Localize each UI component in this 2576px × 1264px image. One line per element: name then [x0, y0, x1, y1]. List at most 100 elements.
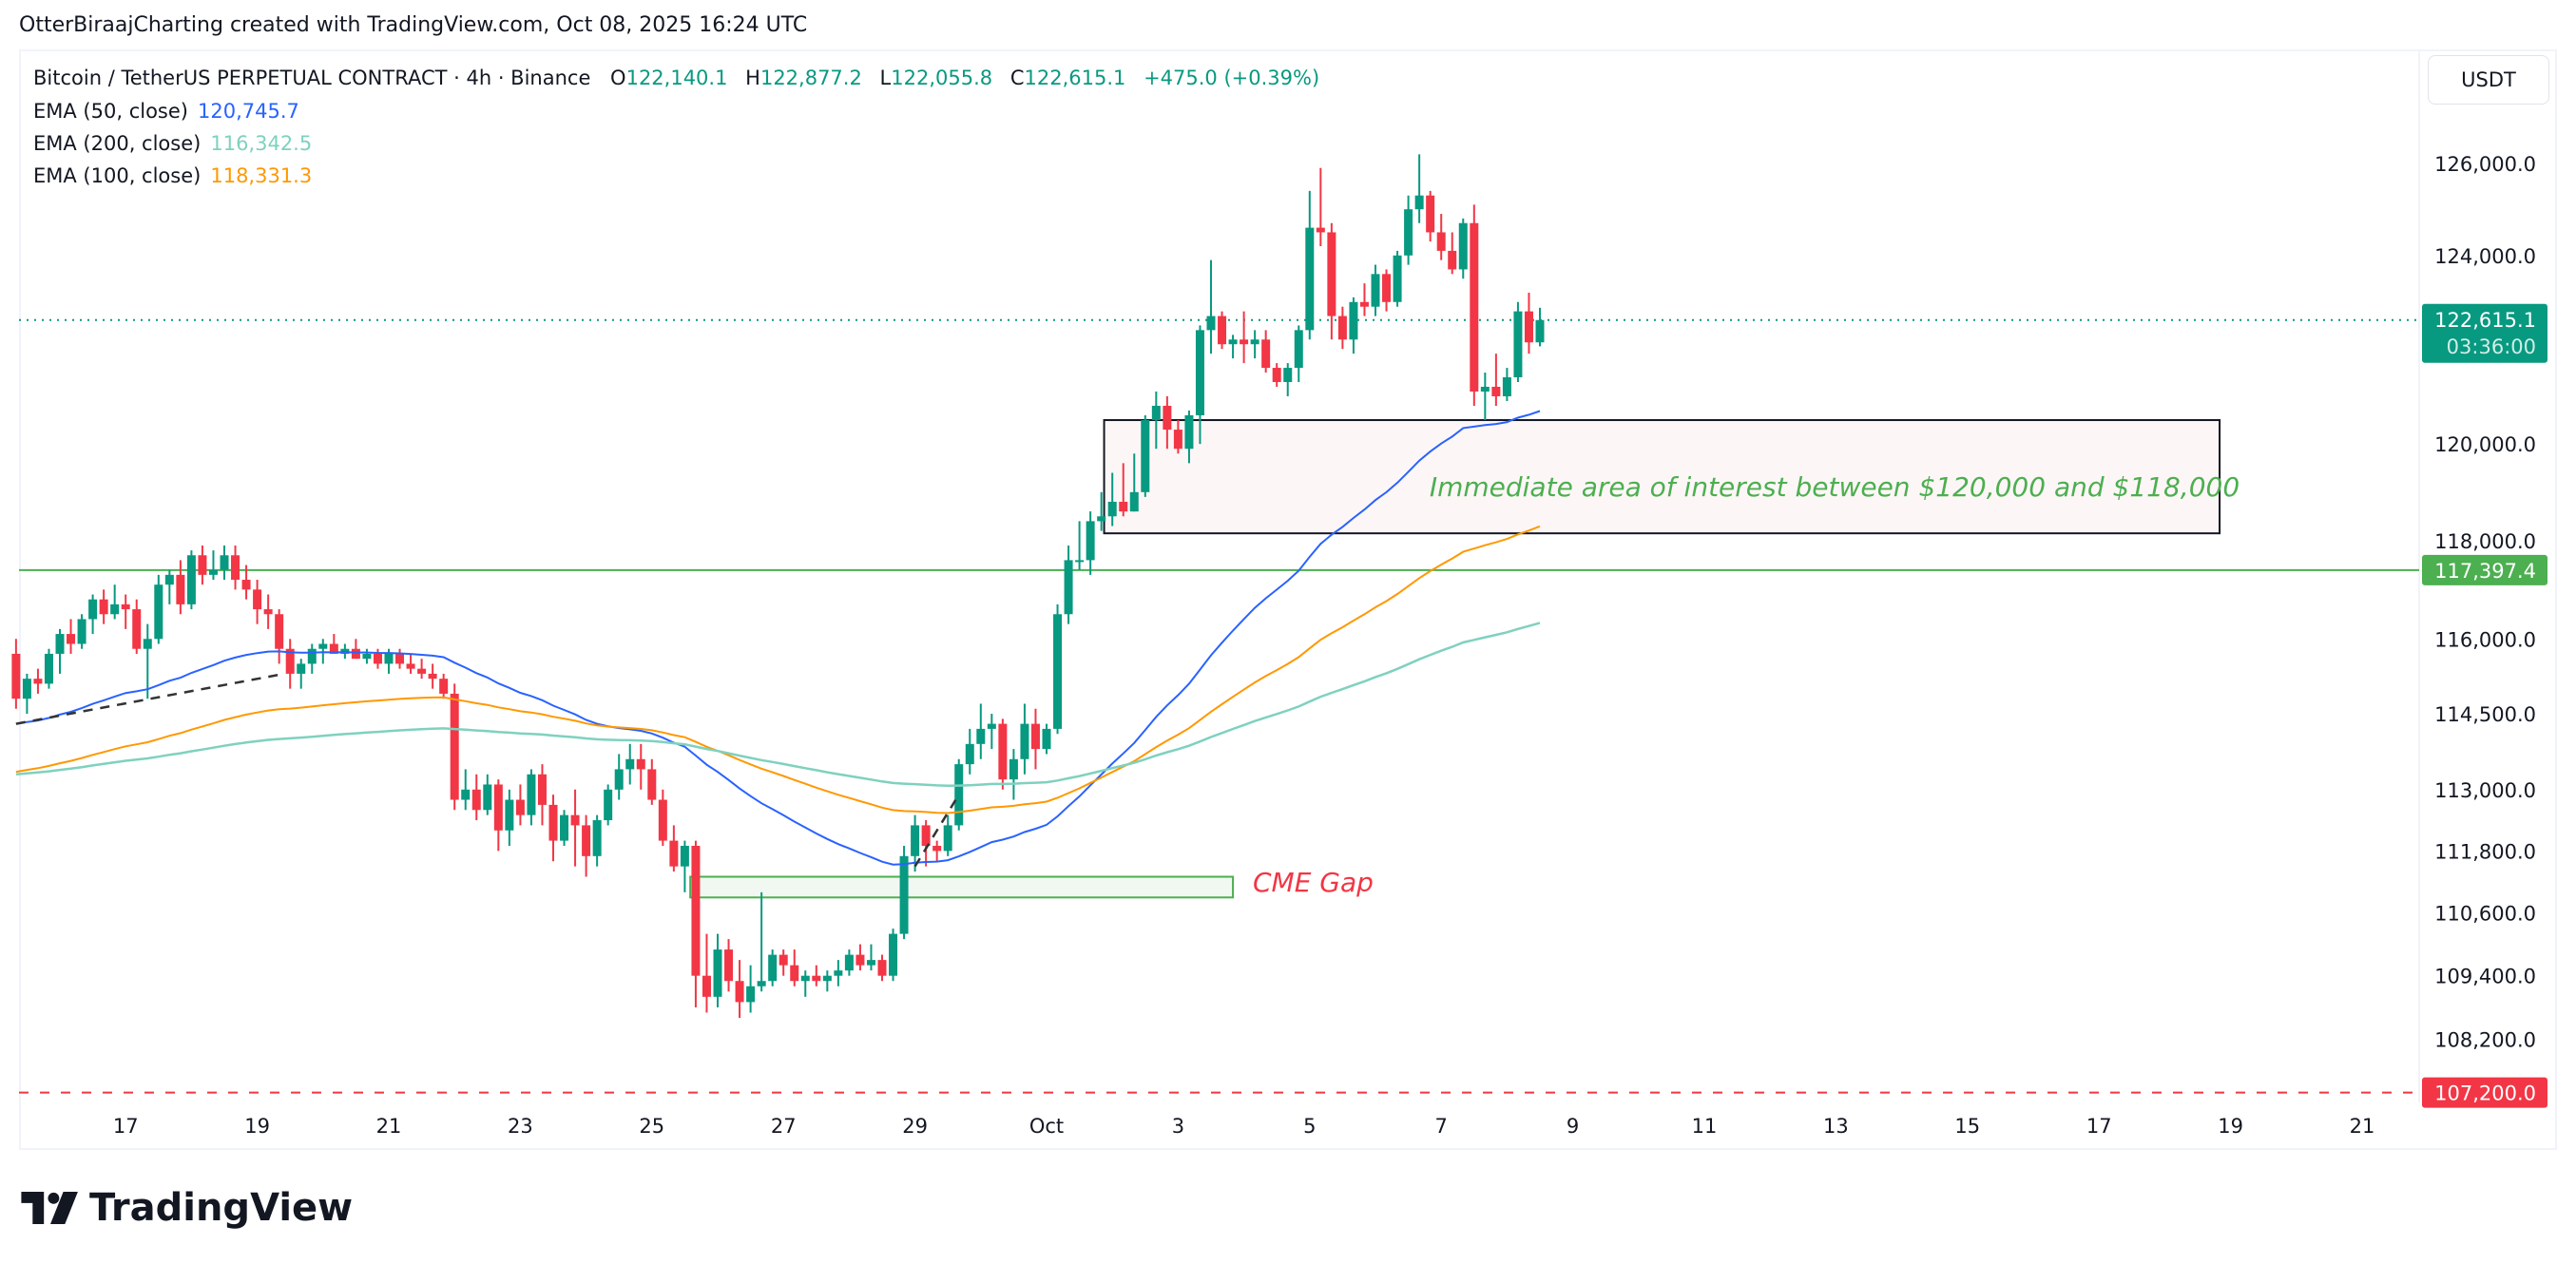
candle-down[interactable]	[855, 954, 865, 966]
candle-down[interactable]	[1218, 316, 1227, 345]
cme-gap-box[interactable]	[689, 875, 1235, 899]
candle-up[interactable]	[55, 634, 65, 654]
candle-up[interactable]	[1184, 415, 1194, 450]
candle-up[interactable]	[1305, 227, 1315, 331]
candle-up[interactable]	[768, 954, 778, 982]
ema-200-line[interactable]	[15, 622, 1541, 788]
candle-up[interactable]	[1404, 209, 1413, 256]
candle-down[interactable]	[1327, 232, 1336, 316]
candle-up[interactable]	[1097, 516, 1106, 522]
candle-up[interactable]	[1458, 222, 1468, 270]
tradingview-logo[interactable]: TradingView	[21, 1186, 353, 1230]
candle-down[interactable]	[1030, 723, 1040, 750]
candle-down[interactable]	[493, 784, 503, 831]
candle-up[interactable]	[362, 653, 372, 660]
candle-up[interactable]	[1414, 195, 1424, 210]
candle-up[interactable]	[1283, 368, 1293, 382]
ema200-legend[interactable]: EMA (200, close) 116,342.5	[33, 132, 312, 155]
candle-up[interactable]	[680, 845, 689, 867]
trend-line[interactable]	[913, 794, 960, 868]
candle-down[interactable]	[351, 648, 360, 660]
candle-down[interactable]	[99, 599, 108, 615]
candle-up[interactable]	[1042, 728, 1051, 750]
candle-down[interactable]	[1272, 368, 1281, 382]
candle-up[interactable]	[505, 799, 514, 831]
candle-down[interactable]	[548, 804, 558, 841]
candle-up[interactable]	[1480, 386, 1490, 392]
candle-down[interactable]	[582, 825, 591, 856]
candle-down[interactable]	[669, 840, 679, 867]
candle-down[interactable]	[790, 965, 799, 982]
candle-down[interactable]	[373, 653, 382, 664]
candle-down[interactable]	[428, 673, 437, 680]
candle-down[interactable]	[241, 580, 251, 590]
candle-down[interactable]	[253, 589, 262, 610]
candle-up[interactable]	[614, 769, 624, 790]
candle-down[interactable]	[537, 774, 547, 805]
candle-up[interactable]	[1086, 521, 1095, 561]
candle-up[interactable]	[834, 970, 843, 976]
candle-down[interactable]	[67, 634, 76, 644]
candle-down[interactable]	[779, 954, 788, 966]
candle-up[interactable]	[186, 555, 196, 604]
candle-down[interactable]	[198, 555, 207, 575]
candle-up[interactable]	[899, 855, 909, 934]
candle-down[interactable]	[11, 653, 21, 699]
candle-down[interactable]	[1163, 405, 1172, 431]
candle-up[interactable]	[1020, 723, 1029, 759]
candle-up[interactable]	[527, 774, 536, 815]
candle-up[interactable]	[483, 784, 492, 811]
candle-up[interactable]	[800, 975, 810, 982]
candle-down[interactable]	[1240, 339, 1249, 345]
candle-down[interactable]	[132, 609, 142, 649]
candle-down[interactable]	[439, 679, 449, 694]
candle-up[interactable]	[911, 825, 920, 856]
candle-down[interactable]	[724, 949, 734, 982]
candle-up[interactable]	[1064, 560, 1073, 615]
ema50-legend[interactable]: EMA (50, close) 120,745.7	[33, 100, 299, 123]
candle-up[interactable]	[1206, 316, 1216, 331]
candle-up[interactable]	[1371, 274, 1380, 307]
candle-up[interactable]	[746, 986, 756, 1003]
candle-up[interactable]	[1294, 330, 1303, 369]
candle-up[interactable]	[1228, 339, 1238, 345]
symbol-title[interactable]: Bitcoin / TetherUS PERPETUAL CONTRACT · …	[33, 67, 591, 89]
candle-down[interactable]	[812, 975, 821, 982]
candle-down[interactable]	[921, 825, 931, 846]
candle-down[interactable]	[658, 799, 667, 841]
candle-down[interactable]	[998, 723, 1008, 780]
candle-down[interactable]	[932, 845, 942, 852]
candle-up[interactable]	[1129, 491, 1139, 512]
candle-up[interactable]	[1141, 420, 1150, 492]
candle-up[interactable]	[889, 933, 898, 976]
candle-down[interactable]	[417, 668, 427, 674]
candle-down[interactable]	[1524, 311, 1533, 343]
candle-up[interactable]	[713, 949, 722, 997]
candle-up[interactable]	[560, 814, 569, 841]
candle-down[interactable]	[121, 603, 130, 610]
candle-up[interactable]	[44, 653, 53, 684]
candle-down[interactable]	[406, 663, 415, 669]
candle-down[interactable]	[395, 653, 405, 664]
candle-up[interactable]	[1513, 311, 1523, 378]
candle-up[interactable]	[1502, 377, 1511, 396]
candle-down[interactable]	[1119, 501, 1128, 512]
candle-down[interactable]	[1448, 250, 1457, 270]
candle-up[interactable]	[318, 643, 328, 649]
candle-down[interactable]	[515, 799, 525, 815]
candle-down[interactable]	[1261, 339, 1271, 369]
ema-50-line[interactable]	[15, 410, 1541, 866]
candle-up[interactable]	[1393, 255, 1402, 302]
candle-up[interactable]	[987, 723, 996, 729]
candle-up[interactable]	[976, 728, 986, 744]
interest-zone-box[interactable]	[1103, 419, 2221, 535]
candle-up[interactable]	[154, 584, 163, 640]
candle-down[interactable]	[33, 679, 43, 684]
ema-100-line[interactable]	[15, 525, 1541, 814]
candle-down[interactable]	[1382, 274, 1392, 302]
candle-up[interactable]	[1250, 339, 1259, 345]
candle-up[interactable]	[592, 820, 602, 856]
candle-up[interactable]	[757, 981, 766, 986]
candle-up[interactable]	[208, 569, 218, 575]
candle-up[interactable]	[164, 574, 174, 585]
